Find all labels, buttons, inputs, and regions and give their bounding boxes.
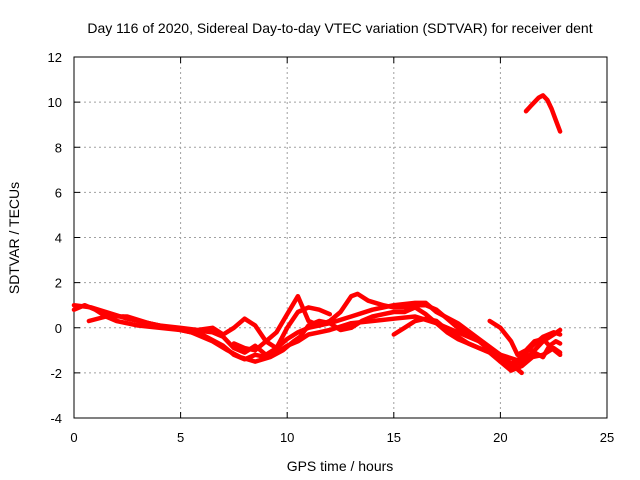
y-tick-label: 4 <box>55 231 62 246</box>
series-track-8 <box>523 93 563 134</box>
y-axis-label: SDTVAR / TECUs <box>6 182 22 294</box>
x-tick-label: 20 <box>493 430 507 445</box>
data-series <box>71 93 563 376</box>
x-tick-label: 5 <box>177 430 184 445</box>
axis-ticks: 0 5 10 15 20 25 -4 -2 0 2 4 6 8 10 12 <box>48 50 615 445</box>
series-track-7 <box>487 318 563 358</box>
series-track-6 <box>391 316 563 369</box>
y-tick-label: 8 <box>55 140 62 155</box>
x-tick-label: 15 <box>387 430 401 445</box>
y-tick-label: 0 <box>55 321 62 336</box>
x-tick-label: 10 <box>280 430 294 445</box>
x-tick-label: 25 <box>600 430 614 445</box>
series-track-4 <box>120 305 333 351</box>
series-track-5 <box>231 291 524 376</box>
y-tick-label: 12 <box>48 50 62 65</box>
y-tick-label: 10 <box>48 95 62 110</box>
x-axis-label: GPS time / hours <box>287 458 394 474</box>
y-tick-label: -2 <box>50 366 62 381</box>
y-tick-label: 6 <box>55 185 62 200</box>
chart-title: Day 116 of 2020, Sidereal Day-to-day VTE… <box>87 20 592 36</box>
y-tick-label: 2 <box>55 276 62 291</box>
x-tick-label: 0 <box>70 430 77 445</box>
y-tick-label: -4 <box>50 411 62 426</box>
